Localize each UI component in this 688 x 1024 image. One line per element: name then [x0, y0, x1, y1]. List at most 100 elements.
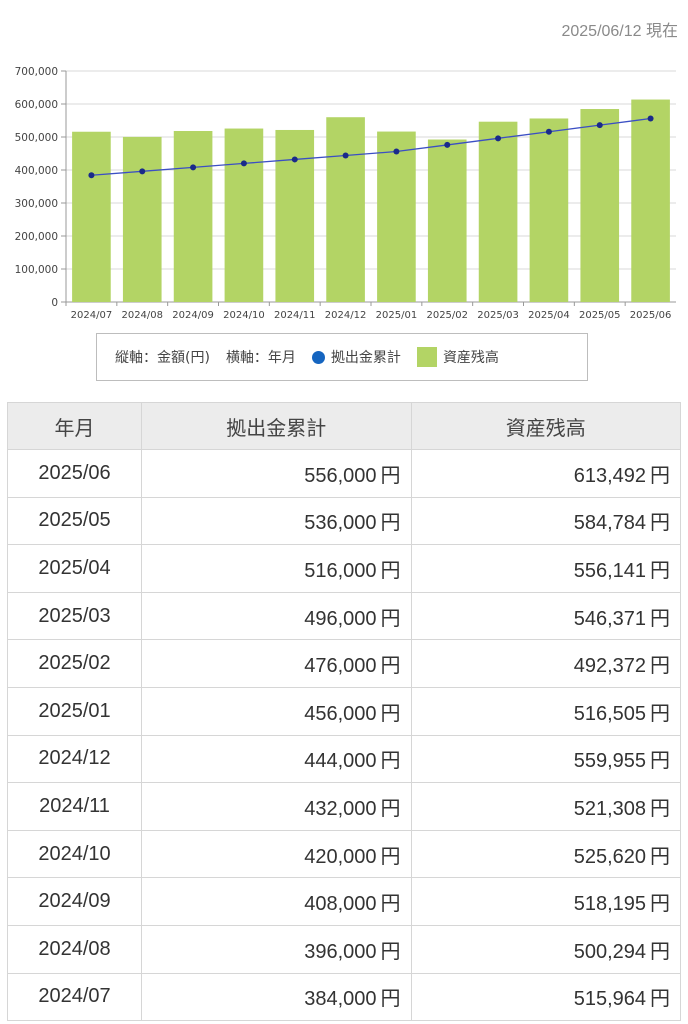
row-balance: 500,294 円: [410, 924, 681, 974]
contribution-point: [190, 164, 197, 171]
row-month: 2025/03: [7, 591, 142, 641]
contribution-point: [88, 172, 95, 179]
row-month: 2025/06: [7, 449, 142, 498]
x-tick-label: 2025/01: [376, 310, 418, 321]
row-contribution: 444,000 円: [141, 734, 412, 784]
balance-value: 613,492: [573, 464, 646, 487]
balance-value: 518,195: [573, 893, 646, 916]
row-month: 2024/12: [7, 734, 142, 784]
header-month: 年月: [7, 402, 142, 450]
contribution-point: [139, 168, 146, 175]
table-row: 2025/03 496,000 円 546,371 円: [7, 591, 681, 641]
x-tick-label: 2025/03: [477, 310, 519, 321]
balance-value: 492,372: [573, 655, 646, 678]
table-row: 2025/05 536,000 円 584,784 円: [7, 496, 681, 546]
row-balance: 556,141 円: [410, 544, 681, 593]
yen-unit: 円: [380, 748, 401, 773]
contribution-point: [393, 148, 400, 155]
x-tick-label: 2025/05: [579, 310, 621, 321]
y-tick-label: 700,000: [15, 66, 58, 78]
row-month: 2024/07: [7, 972, 142, 1022]
row-month: 2024/11: [7, 782, 142, 831]
yen-unit: 円: [380, 891, 401, 916]
contribution-point: [444, 141, 451, 148]
yen-unit: 円: [380, 605, 401, 630]
chart-legend: 縦軸：金額(円) 横軸：年月 拠出金累計 資産残高: [96, 333, 588, 381]
row-month: 2025/01: [7, 686, 142, 736]
contribution-point: [291, 156, 298, 163]
history-table: 年月 拠出金累計 資産残高 2025/06 556,000 円 613,492 円 202…: [7, 402, 681, 1022]
yen-unit: 円: [380, 557, 401, 582]
yen-unit: 円: [380, 653, 401, 678]
contribution-value: 496,000: [304, 607, 377, 630]
contribution-value: 396,000: [304, 940, 377, 963]
x-tick-label: 2025/06: [630, 310, 672, 321]
legend-x-axis-note: 横軸：年月: [225, 350, 296, 366]
x-tick-label: 2024/09: [172, 310, 214, 321]
yen-unit: 円: [380, 795, 401, 820]
balance-bar: [580, 109, 620, 303]
yen-unit: 円: [380, 462, 401, 487]
table-row: 2025/06 556,000 円 613,492 円: [7, 449, 681, 498]
balance-bar: [72, 131, 111, 302]
legend-line-label: 拠出金累計: [330, 350, 401, 366]
table-row: 2024/09 408,000 円 518,195 円: [7, 877, 681, 926]
y-tick-label: 400,000: [15, 165, 58, 177]
balance-value: 500,294: [573, 940, 646, 963]
legend-bar-label: 資産残高: [442, 350, 499, 366]
balance-value: 515,964: [573, 988, 646, 1011]
balance-bar: [631, 99, 670, 302]
contribution-value: 536,000: [304, 512, 377, 535]
row-contribution: 420,000 円: [141, 829, 412, 879]
yen-unit: 円: [380, 938, 401, 963]
contribution-point: [545, 128, 552, 135]
balance-value: 546,371: [573, 607, 646, 630]
balance-value: 525,620: [573, 845, 646, 868]
yen-unit: 円: [650, 986, 670, 1011]
balance-bar: [326, 117, 365, 303]
contribution-value: 476,000: [304, 655, 377, 678]
yen-unit: 円: [380, 700, 401, 725]
header-contribution: 拠出金累計: [141, 402, 412, 450]
row-balance: 492,372 円: [410, 639, 681, 688]
yen-unit: 円: [650, 938, 670, 963]
row-contribution: 456,000 円: [141, 686, 412, 736]
asset-chart: 0 100,000 200,000 300,000 400,000 500,000 600,…: [15, 66, 676, 321]
header-balance: 資産残高: [410, 402, 681, 450]
row-balance: 516,505 円: [410, 686, 681, 736]
yen-unit: 円: [380, 843, 401, 868]
row-month: 2024/08: [7, 924, 142, 974]
contribution-value: 556,000: [304, 464, 377, 487]
balance-value: 556,141: [573, 559, 646, 582]
bar-swatch-icon: [416, 347, 437, 367]
table-row: 2025/01 456,000 円 516,505 円: [7, 686, 681, 736]
yen-unit: 円: [650, 843, 670, 868]
y-axis-ticks: 0 100,000 200,000 300,000 400,000 500,000 600,…: [15, 66, 58, 309]
contribution-value: 384,000: [304, 988, 377, 1011]
row-month: 2025/02: [7, 639, 142, 688]
x-tick-label: 2024/10: [223, 310, 265, 321]
row-contribution: 536,000 円: [141, 496, 412, 546]
contribution-line: [91, 117, 651, 176]
y-tick-label: 100,000: [15, 264, 58, 276]
row-balance: 584,784 円: [410, 496, 681, 546]
contribution-point: [495, 135, 502, 142]
row-contribution: 432,000 円: [141, 782, 412, 831]
row-contribution: 496,000 円: [141, 591, 412, 641]
row-month: 2025/04: [7, 544, 142, 593]
row-contribution: 516,000 円: [141, 544, 412, 593]
balance-bar: [377, 131, 416, 302]
row-contribution: 556,000 円: [141, 449, 412, 498]
contribution-point: [342, 152, 349, 159]
balance-bar: [122, 136, 162, 302]
balance-bar: [224, 128, 264, 302]
contribution-value: 420,000: [304, 845, 377, 868]
balance-bar: [275, 129, 315, 302]
row-balance: 518,195 円: [410, 877, 681, 926]
yen-unit: 円: [650, 795, 670, 820]
x-tick-label: 2024/11: [274, 310, 316, 321]
row-balance: 525,620 円: [410, 829, 681, 879]
balance-bar: [478, 121, 518, 302]
legend-y-axis-note: 縦軸：金額(円): [115, 350, 210, 366]
yen-unit: 円: [650, 748, 670, 773]
